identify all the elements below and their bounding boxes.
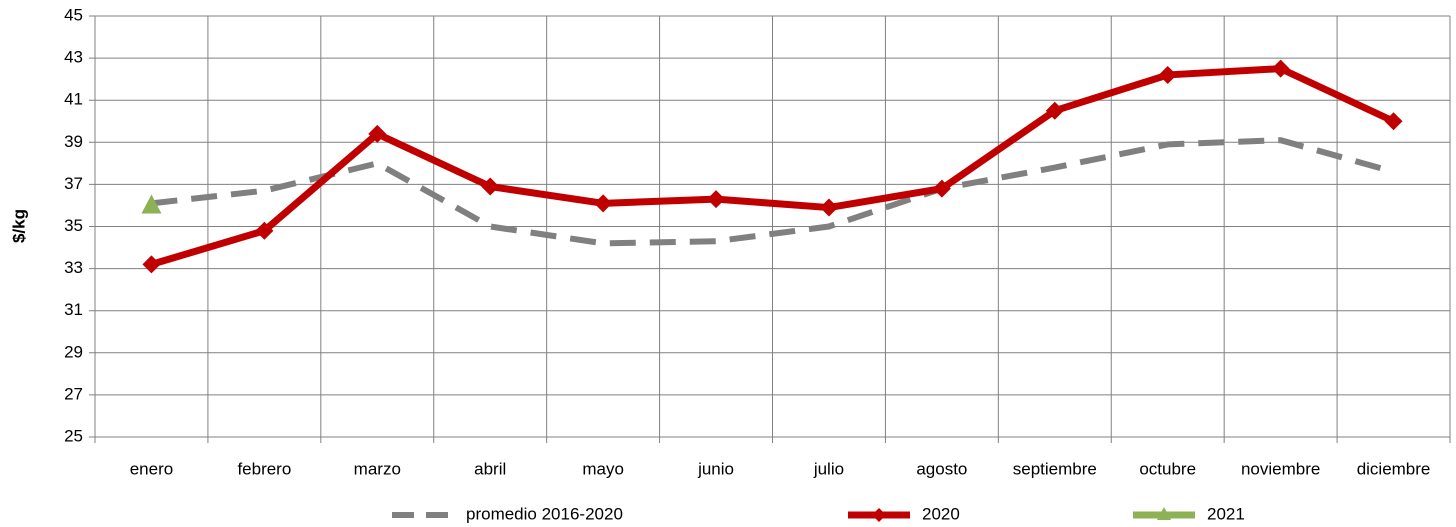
- x-tick-label: febrero: [237, 459, 291, 478]
- y-tick-label: 41: [64, 90, 83, 109]
- data-point: [1271, 59, 1290, 78]
- x-tick-label: mayo: [582, 459, 624, 478]
- x-tick-label: octubre: [1139, 459, 1196, 478]
- y-axis-label: $/kg: [9, 209, 28, 243]
- data-point: [707, 190, 726, 209]
- series-line: [151, 137, 1395, 247]
- data-point: [1158, 65, 1177, 84]
- y-tick-label: 33: [64, 258, 83, 277]
- data-point: [594, 194, 613, 213]
- data-point: [481, 177, 500, 196]
- data-point: [255, 221, 274, 240]
- x-tick-label: noviembre: [1241, 459, 1320, 478]
- data-point: [141, 194, 162, 214]
- x-tick-label: septiembre: [1013, 459, 1097, 478]
- x-tick-label: julio: [813, 459, 844, 478]
- data-point: [1045, 101, 1064, 120]
- y-tick-label: 43: [64, 48, 83, 67]
- series-line: [150, 65, 1396, 268]
- y-tick-label: 27: [64, 384, 83, 403]
- y-tick-label: 37: [64, 174, 83, 193]
- data-point: [819, 198, 838, 217]
- y-tick-label: 31: [64, 300, 83, 319]
- x-tick-label: agosto: [916, 459, 967, 478]
- x-tick-label: junio: [697, 459, 734, 478]
- y-tick-label: 35: [64, 216, 83, 235]
- x-tick-label: marzo: [354, 459, 401, 478]
- legend-label: 2020: [922, 504, 960, 523]
- legend-label: promedio 2016-2020: [466, 504, 623, 523]
- data-point: [1384, 112, 1403, 131]
- data-point: [368, 124, 387, 143]
- data-point: [142, 255, 161, 274]
- legend-marker: [1157, 507, 1171, 520]
- y-tick-label: 39: [64, 132, 83, 151]
- y-tick-label: 45: [64, 5, 83, 24]
- data-point: [932, 179, 951, 198]
- legend-marker: [872, 508, 886, 522]
- x-tick-label: diciembre: [1357, 459, 1431, 478]
- x-tick-label: enero: [130, 459, 173, 478]
- y-tick-label: 25: [64, 426, 83, 445]
- y-tick-label: 29: [64, 342, 83, 361]
- x-tick-label: abril: [474, 459, 506, 478]
- legend-label: 2021: [1207, 504, 1245, 523]
